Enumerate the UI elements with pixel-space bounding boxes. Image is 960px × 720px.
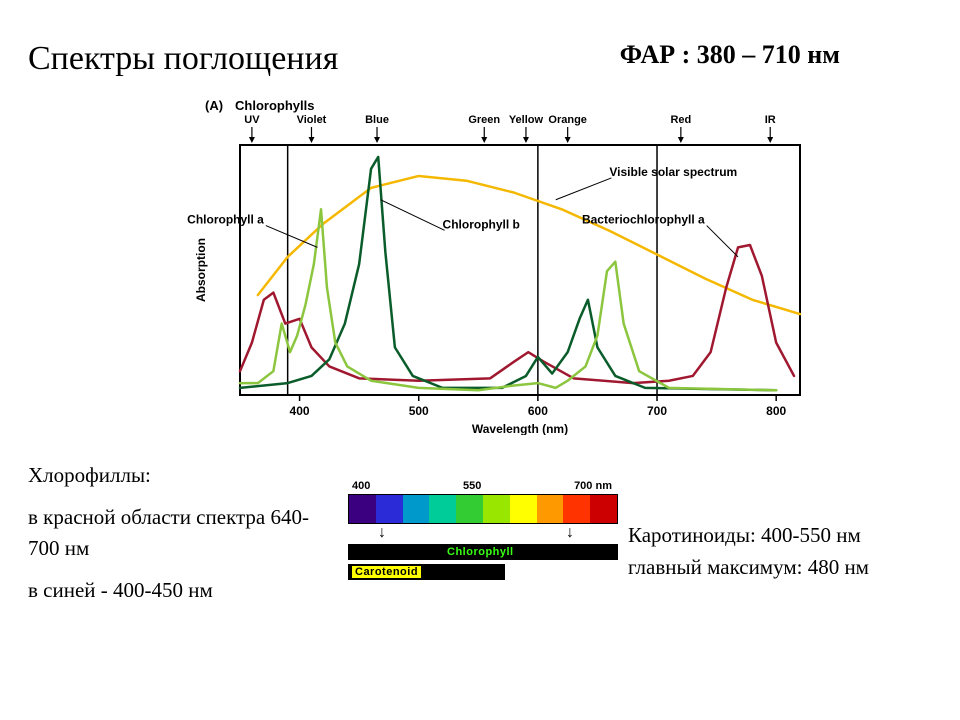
scale-550: 550 xyxy=(463,480,481,492)
svg-text:IR: IR xyxy=(765,114,776,126)
svg-text:Bacteriochlorophyll a: Bacteriochlorophyll a xyxy=(582,213,705,227)
right-line-1: Каротиноиды: 400-550 нм xyxy=(628,520,928,552)
svg-text:(A): (A) xyxy=(205,98,223,113)
svg-text:Yellow: Yellow xyxy=(509,114,544,126)
svg-text:Orange: Orange xyxy=(548,114,587,126)
svg-text:Red: Red xyxy=(670,114,691,126)
spectrum-arrows: ↓ ↓ xyxy=(348,524,618,544)
left-line-2: в красной области спектра 640-700 нм xyxy=(28,502,318,565)
main-title: Спектры поглощения xyxy=(28,40,338,78)
svg-text:Green: Green xyxy=(468,114,500,126)
svg-text:400: 400 xyxy=(290,404,310,418)
svg-text:Chlorophyll a: Chlorophyll a xyxy=(187,213,264,227)
svg-text:600: 600 xyxy=(528,404,548,418)
spectrum-strip xyxy=(348,494,618,524)
far-label: ФАР : 380 – 710 нм xyxy=(620,40,840,78)
pigment-bars: Chlorophyll Carotenoid xyxy=(348,544,618,580)
svg-text:800: 800 xyxy=(766,404,786,418)
svg-text:Visible solar spectrum: Visible solar spectrum xyxy=(609,165,737,179)
spectrum-diagram: 400 550 700 nm ↓ ↓ Chlorophyll Carotenoi… xyxy=(328,480,618,584)
svg-text:Violet: Violet xyxy=(297,114,327,126)
carotenoid-text: Каротиноиды: 400-550 нм главный максимум… xyxy=(628,520,928,583)
absorption-chart: (A) ChlorophyllsUV Violet Blue Green Yellow Or… xyxy=(180,95,820,435)
left-line-1: Хлорофиллы: xyxy=(28,460,318,492)
svg-text:Absorption: Absorption xyxy=(194,238,208,302)
carotenoid-bar-label: Carotenoid xyxy=(352,566,421,578)
svg-text:700: 700 xyxy=(647,404,667,418)
svg-text:UV: UV xyxy=(244,114,260,126)
bottom-region: Хлорофиллы: в красной области спектра 64… xyxy=(28,460,932,616)
svg-text:Chlorophyll b: Chlorophyll b xyxy=(443,217,520,231)
svg-text:500: 500 xyxy=(409,404,429,418)
carotenoid-bar: Carotenoid xyxy=(348,564,505,580)
scale-700: 700 nm xyxy=(574,480,612,492)
left-line-3: в синей - 400-450 нм xyxy=(28,575,318,607)
chlorophyll-bar-label: Chlorophyll xyxy=(447,546,514,558)
chlorophyll-bar: Chlorophyll xyxy=(348,544,618,560)
right-line-2: главный максимум: 480 нм xyxy=(628,552,928,584)
arrow-blue: ↓ xyxy=(378,524,386,542)
arrow-red: ↓ xyxy=(566,524,574,542)
chart-svg: (A) ChlorophyllsUV Violet Blue Green Yellow Or… xyxy=(180,95,820,435)
svg-text:Chlorophylls: Chlorophylls xyxy=(235,98,314,113)
svg-text:Wavelength (nm): Wavelength (nm) xyxy=(472,422,568,435)
chlorophyll-text: Хлорофиллы: в красной области спектра 64… xyxy=(28,460,318,616)
spectrum-scale: 400 550 700 nm xyxy=(328,480,618,494)
svg-text:Blue: Blue xyxy=(365,114,389,126)
scale-400: 400 xyxy=(352,480,370,492)
